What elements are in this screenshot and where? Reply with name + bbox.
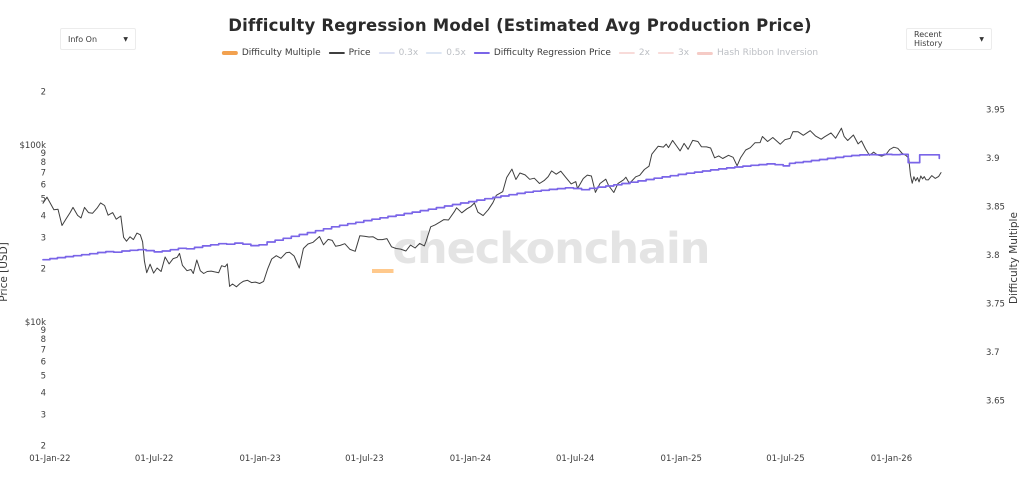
legend-item-0-5x[interactable]: 0.5x	[426, 48, 466, 58]
legend-swatch-icon	[697, 51, 714, 55]
legend-item-label: Hash Ribbon Inversion	[717, 48, 819, 58]
left-axis-tick-label: 7	[41, 168, 46, 178]
legend-swatch-icon	[328, 52, 345, 54]
x-axis-tick-label: 01-Jan-26	[871, 454, 912, 464]
series-price-line	[42, 127, 942, 288]
legend-swatch-icon	[618, 52, 635, 54]
legend-item-label: Price	[348, 48, 371, 58]
series-difficulty-regression-price-line	[42, 153, 941, 261]
legend-swatch-icon	[657, 52, 674, 54]
left-axis-tick-label: 8	[41, 158, 46, 168]
legend-item-difficulty-multiple[interactable]: Difficulty Multiple	[221, 48, 321, 58]
legend-item-hash-ribbon-inversion[interactable]: Hash Ribbon Inversion	[697, 48, 818, 58]
x-axis-tick-label: 01-Jan-23	[239, 454, 280, 464]
left-axis-tick-label: 2	[41, 442, 46, 452]
left-axis-tick-label: 9	[41, 149, 46, 159]
right-axis-tick-label: 3.9	[986, 154, 1000, 164]
legend-item-label: Difficulty Multiple	[241, 48, 321, 58]
legend-swatch-icon	[378, 52, 395, 54]
left-axis-tick-label: 5	[41, 194, 46, 204]
left-axis-tick-label: 6	[41, 357, 46, 367]
legend-item-0-3x[interactable]: 0.3x	[378, 48, 419, 58]
x-axis-tick-label: 01-Jul-23	[345, 454, 384, 464]
legend-item-label: 3x	[677, 48, 690, 58]
left-axis-tick-label: $10k	[25, 318, 46, 328]
page-title: Difficulty Regression Model (Estimated A…	[228, 16, 812, 35]
right-axis-tick-label: 3.8	[986, 251, 1000, 261]
x-axis-tick-label: 01-Jan-25	[661, 454, 702, 464]
left-axis-tick-label: 6	[41, 180, 46, 190]
right-axis-tick-label: 3.7	[986, 348, 1000, 358]
x-axis-tick-label: 01-Jan-22	[29, 454, 70, 464]
legend-item-price[interactable]: Price	[328, 48, 371, 58]
info-dropdown[interactable]: Info On ▼	[60, 28, 136, 50]
left-axis-tick-label: 7	[41, 345, 46, 355]
left-axis-tick-label: 9	[41, 326, 46, 336]
recent-history-dropdown-label: Recent History	[914, 30, 943, 48]
legend-swatch-icon	[221, 51, 238, 55]
info-dropdown-label: Info On	[68, 34, 98, 44]
x-axis-tick-label: 01-Jul-25	[766, 454, 805, 464]
left-axis-tick-label: 5	[41, 371, 46, 381]
right-axis-tick-label: 3.75	[986, 300, 1005, 310]
legend-item-2x[interactable]: 2x	[618, 48, 650, 58]
left-axis-tick-label: 2	[41, 88, 46, 98]
legend-item-label: 2x	[638, 48, 650, 58]
legend-item-difficulty-regression-price[interactable]: Difficulty Regression Price	[473, 48, 611, 58]
recent-history-dropdown[interactable]: Recent History ▼	[906, 28, 992, 50]
right-axis-tick-label: 3.85	[986, 203, 1005, 213]
legend-swatch-icon	[426, 52, 443, 54]
left-axis-tick-label: 4	[41, 388, 46, 398]
left-axis-tick-label: 3	[41, 411, 46, 421]
right-axis-tick-label: 3.65	[986, 397, 1005, 407]
legend-item-3x[interactable]: 3x	[657, 48, 690, 58]
left-axis-tick-label: 8	[41, 335, 46, 345]
left-axis-tick-label: 2	[41, 265, 46, 275]
right-axis-tick-label: 3.95	[986, 106, 1005, 116]
legend-swatch-icon	[473, 52, 490, 54]
left-axis-tick-label: 4	[41, 211, 46, 221]
x-axis-tick-label: 01-Jul-22	[135, 454, 174, 464]
chevron-down-icon: ▼	[979, 35, 984, 43]
legend-item-label: Difficulty Regression Price	[493, 48, 611, 58]
left-axis-tick-label: 3	[41, 234, 46, 244]
x-axis-tick-label: 01-Jan-24	[450, 454, 491, 464]
x-axis-tick-label: 01-Jul-24	[556, 454, 595, 464]
legend-item-label: 0.5x	[446, 48, 466, 58]
chevron-down-icon: ▼	[123, 35, 128, 43]
left-axis-tick-label: $100k	[19, 141, 46, 151]
legend-item-label: 0.3x	[398, 48, 419, 58]
chart-legend: Difficulty Multiple Price 0.3x 0.5x Difficul…	[218, 48, 822, 58]
